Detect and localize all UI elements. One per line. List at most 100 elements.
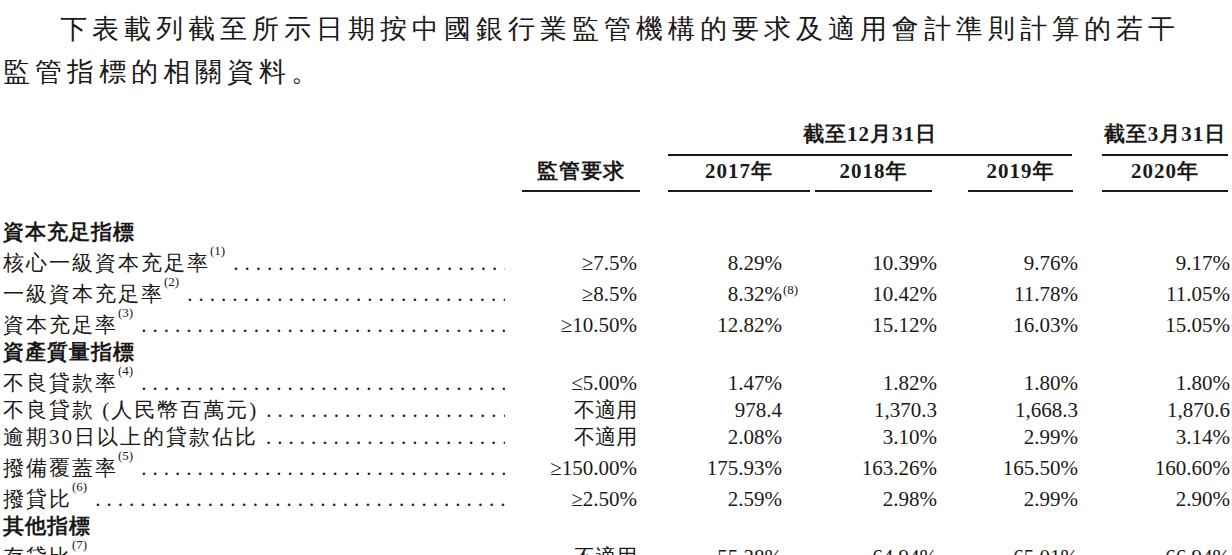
row-label-cell: 資本充足指標 — [0, 218, 505, 245]
empty-cell — [788, 512, 940, 539]
value-cell: 不適用 — [505, 423, 640, 450]
empty-cell — [940, 338, 1080, 365]
spacer-row — [0, 192, 1232, 218]
value-cell: 3.14% — [1080, 423, 1232, 450]
value-cell: 2.99% — [940, 481, 1080, 512]
footnote-marker: (6) — [72, 481, 87, 494]
empty-cell — [788, 218, 940, 245]
value-cell: 不適用 — [505, 396, 640, 423]
value-cell: 978.4 — [640, 396, 788, 423]
table-row: 撥貸比(6)..................................… — [0, 481, 1232, 512]
value-cell: 1,668.3 — [940, 396, 1080, 423]
cell-value: 2.59% — [728, 487, 782, 512]
row-label: 撥備覆蓋率(5) — [0, 450, 133, 481]
regulatory-indicators-table: 截至12月31日 截至3月31日 監管要求 2017年 2018年 2019年 … — [0, 108, 1232, 555]
row-label: 核心一級資本充足率(1) — [0, 245, 225, 276]
value-cell: 16.03% — [940, 307, 1080, 338]
cell-value: 1,668.3 — [1015, 398, 1078, 423]
table-row: 存貸比(7)..................................… — [0, 539, 1232, 555]
row-label-cell: 核心一級資本充足率(1)............................… — [0, 245, 505, 276]
cell-value: 11.78% — [1014, 282, 1078, 307]
cell-value: ≥7.5% — [582, 251, 637, 276]
cell-value: 1.80% — [1024, 371, 1078, 396]
value-cell: 55.38% — [640, 539, 788, 555]
intro-paragraph: 下表載列截至所示日期按中國銀行業監管機構的要求及適用會計準則計算的若干監管指標的… — [3, 8, 1192, 94]
value-cell: ≤5.00% — [505, 365, 640, 396]
value-cell: 3.10% — [788, 423, 940, 450]
cell-value: 9.76% — [1024, 251, 1078, 276]
col-header-requirement: 監管要求 — [522, 158, 640, 192]
footnote-marker: (5) — [118, 450, 133, 463]
dot-leader: ........................................… — [87, 545, 505, 555]
value-cell: ≥2.50% — [505, 481, 640, 512]
empty-cell — [640, 218, 788, 245]
cell-value: 1.47% — [728, 371, 782, 396]
table-row: 核心一級資本充足率(1)............................… — [0, 245, 1232, 276]
dot-leader: ........................................… — [179, 282, 505, 307]
value-cell: 163.26% — [788, 450, 940, 481]
cell-value: 64.94% — [872, 545, 937, 555]
row-label-cell: 資本充足率(3)................................… — [0, 307, 505, 338]
col-header-requirement-cell: 監管要求 — [505, 156, 640, 192]
cell-value: 2.90% — [1176, 487, 1230, 512]
empty-cell — [640, 512, 788, 539]
cell-value: 1,870.6 — [1167, 398, 1230, 423]
empty-cell — [940, 512, 1080, 539]
value-cell: 1.47% — [640, 365, 788, 396]
cell-value: 2.98% — [883, 487, 937, 512]
cell-value: 15.05% — [1165, 313, 1230, 338]
cell-value: 1.80% — [1176, 371, 1230, 396]
value-cell: 2.98% — [788, 481, 940, 512]
cell-value: 10.42% — [872, 282, 937, 307]
empty-cell — [0, 156, 505, 192]
row-label: 逾期30日以上的貸款佔比 — [0, 425, 258, 450]
col-header-2020: 2020年 — [1102, 158, 1228, 192]
col-header-2020-cell: 2020年 — [1080, 156, 1232, 192]
value-cell: 9.76% — [940, 245, 1080, 276]
col-header-2019-cell: 2019年 — [940, 156, 1080, 192]
table-row: 不良貸款 (人民幣百萬元)...........................… — [0, 396, 1232, 423]
cell-value: 978.4 — [735, 398, 782, 423]
cell-value: 1.82% — [883, 371, 937, 396]
empty-cell — [1080, 218, 1232, 245]
value-cell: 64.94% — [788, 539, 940, 555]
row-label-cell: 資產質量指標 — [0, 338, 505, 365]
value-cell: 175.93% — [640, 450, 788, 481]
cell-value: 2.99% — [1024, 487, 1078, 512]
value-cell: 11.78% — [940, 276, 1080, 307]
value-cell: 1.80% — [1080, 365, 1232, 396]
cell-value: ≥10.50% — [561, 313, 637, 338]
cell-value: 163.26% — [862, 456, 937, 481]
empty-cell — [505, 218, 640, 245]
col-header-2017-cell: 2017年 — [640, 156, 788, 192]
cell-value: 8.32%(8) — [728, 282, 782, 307]
dot-leader: ........................................… — [133, 456, 505, 481]
value-cell: 2.90% — [1080, 481, 1232, 512]
value-cell: 1,870.6 — [1080, 396, 1232, 423]
cell-value: 不適用 — [574, 398, 637, 423]
row-label-cell: 一級資本充足率(2)..............................… — [0, 276, 505, 307]
row-label-cell: 存貸比(7)..................................… — [0, 539, 505, 555]
group-header-row: 截至12月31日 截至3月31日 — [0, 108, 1232, 156]
value-cell: 160.60% — [1080, 450, 1232, 481]
section-row: 資本充足指標 — [0, 218, 1232, 245]
value-cell: 10.42% — [788, 276, 940, 307]
row-label: 資本充足率(3) — [0, 307, 133, 338]
group-header-mar31: 截至3月31日 — [1102, 121, 1228, 156]
dot-leader: ........................................… — [133, 371, 505, 396]
empty-cell — [505, 338, 640, 365]
group-header-dec31: 截至12月31日 — [668, 121, 1072, 156]
value-cell: 不適用 — [505, 539, 640, 555]
cell-value: 2.08% — [728, 425, 782, 450]
group-header-mar31-cell: 截至3月31日 — [1080, 108, 1232, 156]
cell-value: 11.05% — [1166, 282, 1230, 307]
row-label-cell: 不良貸款 (人民幣百萬元)...........................… — [0, 396, 505, 423]
col-header-2019: 2019年 — [968, 158, 1073, 192]
group-header-dec31-cell: 截至12月31日 — [640, 108, 1080, 156]
cell-value: 160.60% — [1155, 456, 1230, 481]
value-cell: 11.05% — [1080, 276, 1232, 307]
section-label: 資本充足指標 — [0, 220, 135, 245]
value-cell: 8.32%(8) — [640, 276, 788, 307]
table-row: 撥備覆蓋率(5)................................… — [0, 450, 1232, 481]
column-header-row: 監管要求 2017年 2018年 2019年 2020年 — [0, 156, 1232, 192]
